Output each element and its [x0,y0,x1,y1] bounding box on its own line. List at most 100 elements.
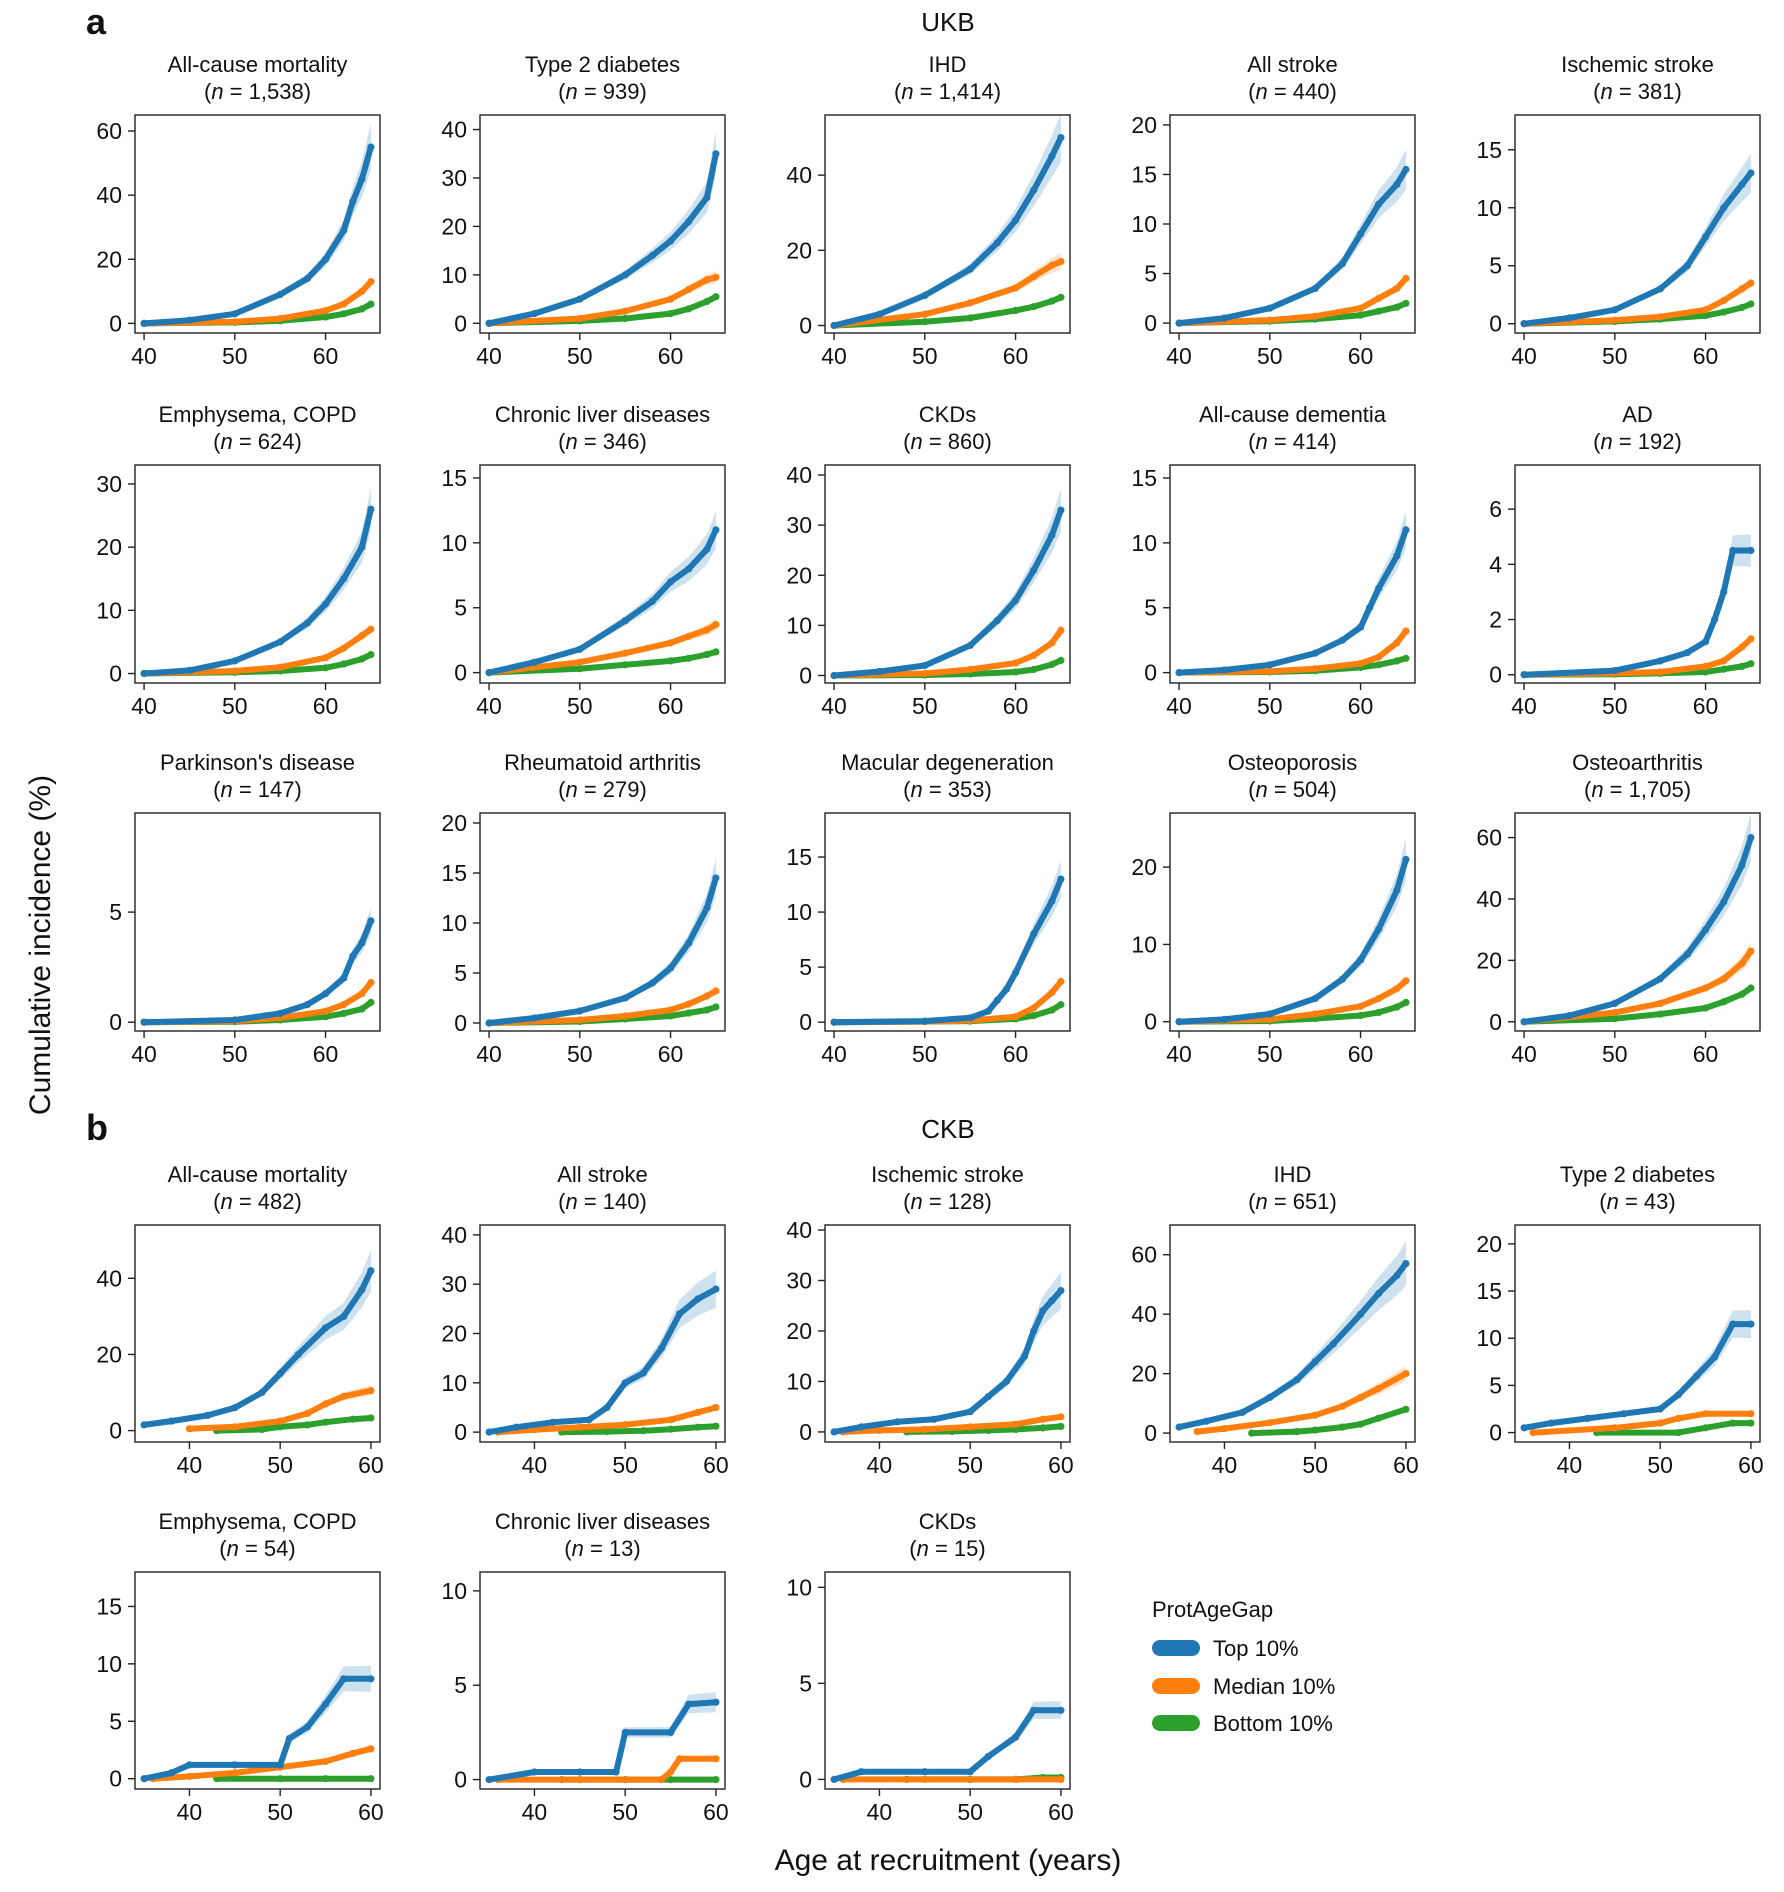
series-line-top-10 [486,1286,719,1436]
x-tick-label: 60 [658,343,684,369]
y-tick-label: 15 [441,465,467,491]
data-point-median-10 [1012,1775,1020,1783]
data-point-median-10 [621,1421,629,1429]
data-point-median-10 [576,1776,584,1784]
chart-title: Macular degeneration [841,750,1054,775]
data-point-top-10 [1311,649,1319,657]
data-point-median-10 [1720,657,1728,665]
data-point-top-10 [140,1421,148,1429]
chart-n-label: (n = 192) [1593,429,1682,454]
x-tick-label: 50 [567,1041,593,1067]
data-point-top-10 [276,1761,284,1769]
data-point-median-10 [1266,1015,1274,1024]
data-point-top-10 [1021,1352,1029,1360]
data-point-top-10 [576,1768,584,1776]
y-tick-label: 10 [1476,195,1502,221]
data-point-bottom-10 [921,318,929,326]
x-tick-label: 50 [1257,343,1283,369]
data-point-median-10 [1747,1410,1755,1418]
data-point-bottom-10 [1393,657,1401,665]
data-point-median-10 [1357,1393,1365,1401]
data-point-top-10 [639,1369,647,1377]
data-point-top-10 [1311,1358,1319,1366]
series-line-top-10 [141,1675,374,1782]
data-point-top-10 [576,295,584,303]
plot-frame [134,1571,381,1790]
y-tick-label: 20 [1131,112,1157,138]
data-point-median-10 [1393,984,1401,993]
y-tick-label: 10 [441,530,467,556]
data-point-median-10 [367,1745,375,1753]
data-point-median-10 [1311,312,1319,320]
data-point-top-10 [1683,950,1691,958]
chart-ukb-ischemic-stroke: Ischemic stroke(n = 381) 40 50 60 0 5 10 15 [1476,52,1761,369]
x-tick-label: 40 [476,1041,502,1067]
data-point-top-10 [612,1768,620,1776]
data-point-top-10 [1375,925,1383,933]
data-point-top-10 [231,1404,239,1412]
chart-ukb-ckds: CKDs(n = 860) 40 50 60 0 10 20 30 40 [786,402,1071,719]
data-point-bottom-10 [1048,297,1056,305]
y-tick-label: 15 [96,1593,122,1619]
x-tick-label: 60 [358,1452,384,1478]
data-point-top-10 [276,1009,284,1018]
data-point-top-10 [1520,671,1528,679]
x-tick-label: 50 [612,1452,638,1478]
data-point-top-10 [685,218,693,226]
data-point-median-10 [703,992,711,1000]
y-tick-label: 0 [454,1767,467,1793]
data-point-top-10 [1674,1391,1682,1399]
data-point-bottom-10 [712,648,720,656]
y-tick-label: 0 [799,1419,812,1445]
data-point-bottom-10 [667,1012,675,1020]
chart-title: IHD [929,52,967,77]
data-point-median-10 [276,663,284,671]
y-tick-label: 0 [1144,310,1157,336]
data-point-top-10 [1311,284,1319,292]
y-tick-label: 0 [454,1419,467,1445]
chart-ukb-macular-degeneration: Macular degeneration(n = 353) 40 50 60 0 5 10 1… [786,750,1071,1067]
chart-title: All-cause dementia [1199,402,1387,427]
data-point-median-10 [621,307,629,315]
y-tick-label: 10 [1476,1325,1502,1351]
data-point-top-10 [1057,1706,1065,1714]
chart-ckb-all-cause-mortality: All-cause mortality(n = 482) 40 50 60 0 20 40 [96,1162,383,1478]
data-point-top-10 [1729,546,1737,555]
data-point-top-10 [648,979,657,987]
y-tick-label: 40 [1131,1301,1157,1327]
chart-ckb-emphysema-copd: Emphysema, COPD(n = 54) 40 50 60 0 5 10 15 [96,1509,383,1825]
y-tick-label: 40 [441,1222,467,1248]
x-tick-label: 60 [1003,343,1029,369]
data-point-median-10 [231,1769,239,1777]
data-point-bottom-10 [703,650,711,659]
data-point-top-10 [367,1267,375,1275]
panel-b-letter: b [86,1107,108,1148]
plot-frame [824,464,1071,684]
data-point-median-10 [1747,279,1755,287]
data-point-median-10 [1266,316,1274,324]
data-point-top-10 [1402,526,1410,534]
data-point-top-10 [231,1761,239,1769]
data-point-top-10 [530,1014,539,1022]
ci-band-top-10 [834,113,1061,326]
data-point-top-10 [1338,260,1346,268]
data-point-median-10 [1057,977,1065,986]
x-tick-label: 40 [131,343,157,369]
data-point-bottom-10 [685,654,693,662]
x-tick-label: 40 [177,1452,203,1478]
data-point-top-10 [1747,546,1755,555]
y-tick-label: 40 [786,162,812,188]
data-point-median-10 [1611,1009,1619,1017]
data-point-top-10 [1175,1018,1183,1026]
legend-label-median: Median 10% [1213,1674,1335,1699]
data-point-top-10 [303,1723,311,1731]
x-tick-label: 40 [1511,1041,1537,1067]
data-point-median-10 [367,278,375,286]
ci-band-top-10 [144,1249,371,1427]
y-tick-label: 60 [1131,1242,1157,1268]
data-point-top-10 [358,939,366,947]
data-point-median-10 [1702,1410,1710,1418]
y-tick-label: 10 [786,1368,812,1394]
data-point-top-10 [1720,588,1728,596]
